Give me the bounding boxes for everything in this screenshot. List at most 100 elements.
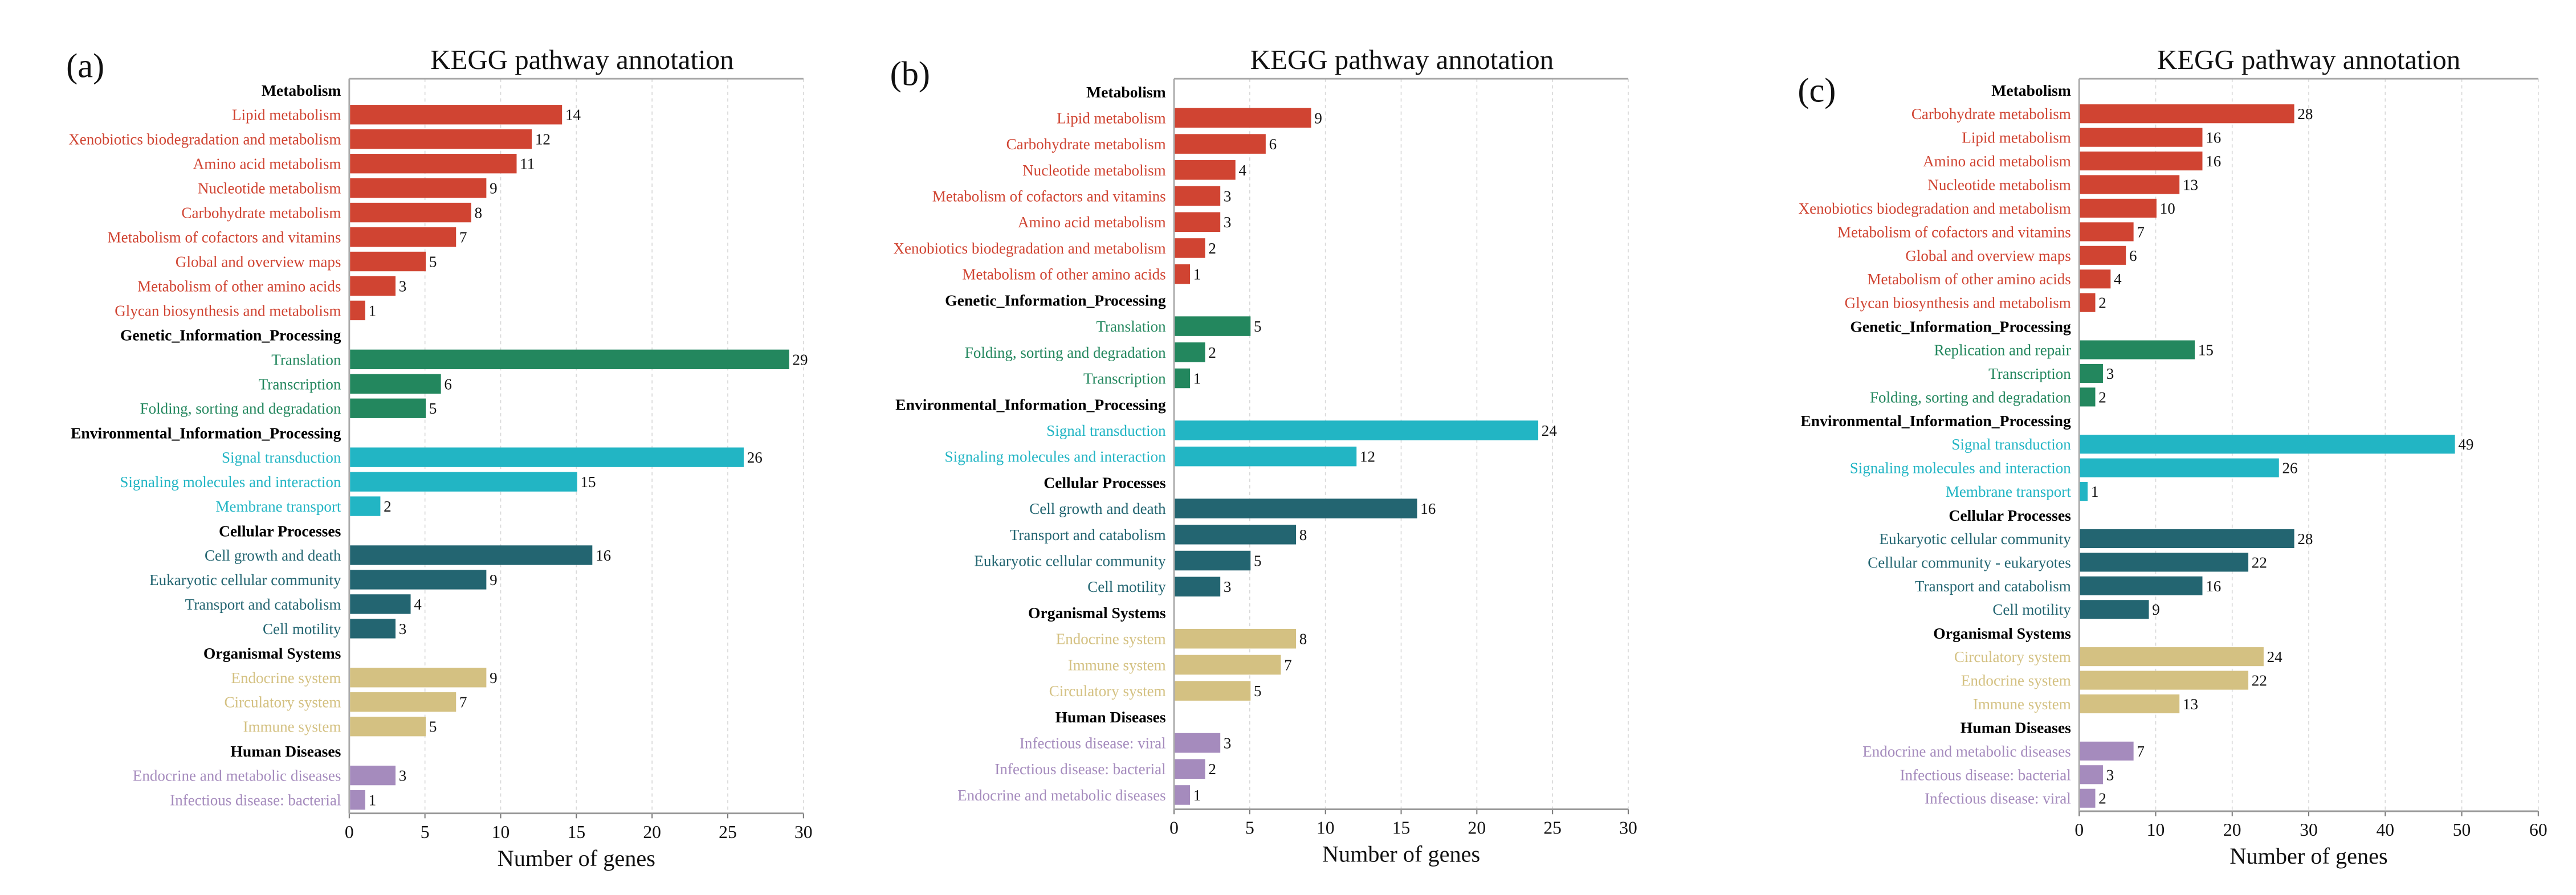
bar xyxy=(350,202,471,223)
bar-value-label: 3 xyxy=(2106,766,2114,783)
group-header: Human Diseases xyxy=(230,742,341,760)
category-label: Eukaryotic cellular community xyxy=(149,571,341,589)
bar xyxy=(1175,368,1191,389)
bar-value-label: 2 xyxy=(2098,790,2106,807)
bar-value-label: 26 xyxy=(2282,460,2298,477)
x-tick-label: 20 xyxy=(643,822,661,842)
bar-value-label: 7 xyxy=(459,229,467,246)
bar-value-label: 1 xyxy=(369,792,377,809)
category-label: Folding, sorting and degradation xyxy=(965,344,1166,361)
bar-value-label: 4 xyxy=(414,596,422,613)
group-header: Human Diseases xyxy=(1960,719,2071,737)
x-tick-label: 10 xyxy=(2147,820,2165,840)
bar-value-label: 10 xyxy=(2160,200,2175,217)
bar xyxy=(1175,577,1221,597)
category-label: Global and overview maps xyxy=(176,253,341,270)
bar xyxy=(1175,264,1191,284)
bar xyxy=(350,692,456,712)
bar xyxy=(1175,550,1251,571)
bar xyxy=(2080,600,2149,619)
bar-value-label: 1 xyxy=(2091,483,2099,500)
category-label: Nucleotide metabolism xyxy=(198,180,341,197)
category-label: Circulatory system xyxy=(1954,648,2071,665)
x-tick-label: 25 xyxy=(719,822,737,842)
bar xyxy=(350,790,365,810)
x-tick-label: 0 xyxy=(345,822,354,842)
category-label: Xenobiotics biodegradation and metabolis… xyxy=(68,131,341,148)
chart-title: KEGG pathway annotation xyxy=(1250,44,1554,75)
bar-value-label: 1 xyxy=(1193,370,1201,387)
category-label: Immune system xyxy=(1973,696,2071,713)
bar-value-label: 12 xyxy=(535,131,551,148)
category-label: Replication and repair xyxy=(1934,342,2071,359)
bar-value-label: 8 xyxy=(1299,526,1307,543)
category-label: Global and overview maps xyxy=(1905,247,2071,264)
bar xyxy=(2080,788,2096,808)
bar xyxy=(2080,222,2134,242)
category-label: Nucleotide metabolism xyxy=(1022,162,1165,179)
bar-value-label: 9 xyxy=(490,571,498,589)
bar xyxy=(1175,498,1417,518)
panel-label: (b) xyxy=(890,55,930,93)
category-label: Signal transduction xyxy=(1951,436,2071,453)
bar xyxy=(2080,104,2294,124)
bar-value-label: 26 xyxy=(747,449,763,466)
group-header: Metabolism xyxy=(1086,83,1166,101)
bar-value-label: 49 xyxy=(2458,436,2473,453)
bar-value-label: 3 xyxy=(399,767,407,784)
bar xyxy=(350,619,396,639)
bar-value-label: 5 xyxy=(1254,318,1262,335)
bar-value-label: 9 xyxy=(1314,109,1322,126)
bar-value-label: 11 xyxy=(520,156,535,173)
category-label: Infectious disease: viral xyxy=(1925,790,2071,807)
x-tick-label: 25 xyxy=(1543,818,1562,838)
category-label: Amino acid metabolism xyxy=(1018,214,1166,231)
bar-value-label: 8 xyxy=(1299,631,1307,648)
group-header: Environmental_Information_Processing xyxy=(1800,412,2071,430)
bar-value-label: 12 xyxy=(1360,448,1375,465)
bar xyxy=(1175,733,1221,753)
bar-value-label: 4 xyxy=(2114,271,2122,288)
x-tick-label: 15 xyxy=(568,822,586,842)
bar xyxy=(1175,160,1236,180)
bar-value-label: 5 xyxy=(1254,683,1262,700)
bar-value-label: 16 xyxy=(2206,129,2221,146)
x-tick-label: 30 xyxy=(794,822,813,842)
category-label: Infectious disease: bacterial xyxy=(994,761,1165,778)
bar-value-label: 3 xyxy=(1224,188,1232,205)
bar-value-label: 15 xyxy=(581,473,596,491)
bar-value-label: 9 xyxy=(2152,601,2160,618)
category-label: Translation xyxy=(1096,318,1166,335)
bar xyxy=(350,129,532,149)
bar xyxy=(2080,458,2279,477)
bar xyxy=(350,447,744,467)
bar xyxy=(350,668,487,688)
bar xyxy=(2080,387,2096,407)
bar-value-label: 3 xyxy=(2106,365,2114,382)
bar xyxy=(2080,363,2103,383)
bar-value-label: 8 xyxy=(475,205,483,222)
bar xyxy=(1175,525,1297,545)
group-header: Genetic_Information_Processing xyxy=(945,292,1166,309)
bar-value-label: 2 xyxy=(1208,344,1216,361)
category-label: Membrane transport xyxy=(1946,483,2071,500)
bar-value-label: 13 xyxy=(2183,177,2198,194)
bar xyxy=(2080,152,2203,171)
bar xyxy=(350,545,593,565)
x-tick-label: 10 xyxy=(492,822,510,842)
bar-value-label: 22 xyxy=(2252,672,2267,689)
category-label: Circulatory system xyxy=(224,694,341,711)
bar-value-label: 4 xyxy=(1238,162,1246,179)
bar-value-label: 13 xyxy=(2183,696,2198,713)
category-label: Metabolism of cofactors and vitamins xyxy=(932,188,1166,205)
category-label: Lipid metabolism xyxy=(1962,129,2070,146)
bar-value-label: 22 xyxy=(2252,554,2267,571)
bar xyxy=(350,472,577,492)
bar-value-label: 9 xyxy=(490,180,498,197)
bar xyxy=(1175,759,1205,779)
category-label: Signal transduction xyxy=(1046,422,1166,439)
group-header: Environmental_Information_Processing xyxy=(895,396,1166,414)
category-label: Signal transduction xyxy=(222,449,341,466)
